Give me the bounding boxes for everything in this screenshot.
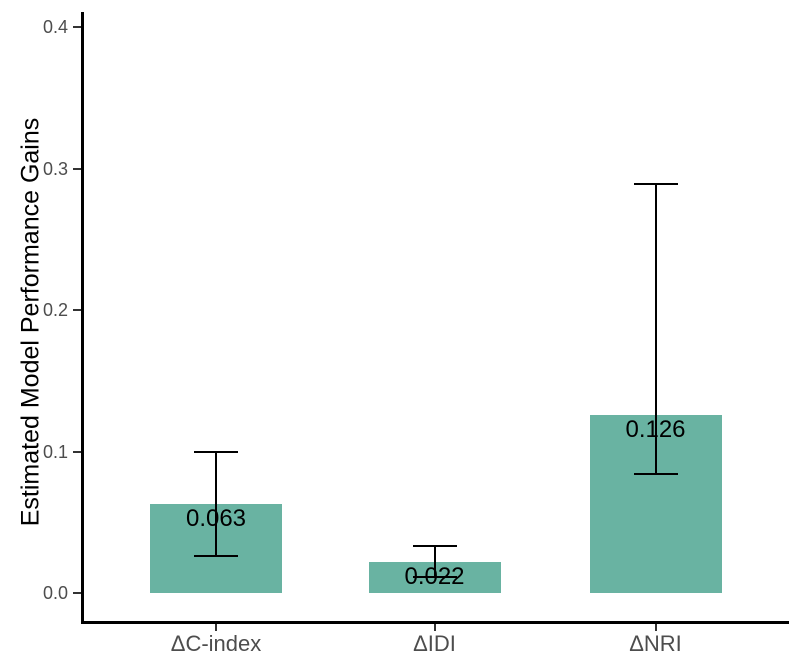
x-tick — [215, 624, 217, 631]
y-axis-line — [81, 12, 84, 624]
error-bar-cap-top — [633, 183, 678, 186]
error-bar-cap-top — [194, 450, 238, 453]
error-bar-cap-bottom — [194, 555, 238, 558]
y-tick — [73, 450, 81, 453]
error-bar-cap-bottom — [412, 576, 457, 579]
x-axis-line — [81, 621, 789, 624]
error-bar-line — [433, 546, 436, 578]
error-bar-cap-bottom — [633, 473, 678, 476]
x-tick — [433, 624, 436, 631]
y-tick — [73, 167, 81, 170]
y-tick-label: 0.0 — [42, 583, 68, 603]
x-tick-label: ΔC-index — [170, 631, 262, 656]
x-tick — [654, 624, 657, 631]
y-tick — [73, 309, 81, 311]
y-tick — [73, 26, 81, 28]
error-bar-cap-top — [412, 545, 457, 548]
error-bar-line — [654, 184, 657, 475]
x-tick-label: ΔIDI — [413, 631, 456, 656]
error-bar-line — [215, 451, 217, 557]
y-tick-label: 0.3 — [42, 158, 68, 179]
y-tick-label: 0.2 — [42, 300, 68, 320]
x-tick-label: ΔNRI — [629, 631, 682, 656]
y-tick — [73, 592, 81, 594]
y-axis-title: Estimated Model Performance Gains — [16, 117, 45, 527]
y-tick-label: 0.1 — [42, 441, 68, 462]
y-tick-label: 0.4 — [42, 17, 68, 37]
